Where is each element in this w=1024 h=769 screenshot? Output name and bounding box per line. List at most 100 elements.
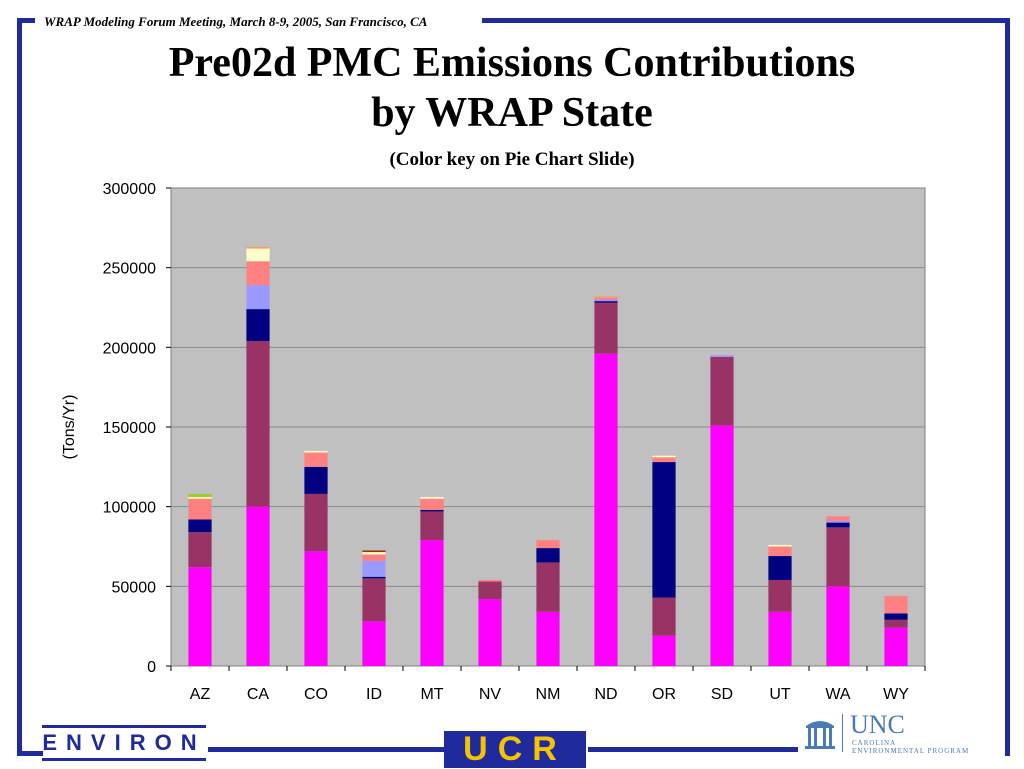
bar-segment-nd-1 xyxy=(594,302,618,354)
bar-segment-nv-4 xyxy=(478,579,502,582)
bar-segment-nm-0 xyxy=(536,611,560,666)
bar-segment-ca-0 xyxy=(246,506,270,666)
bar-segment-id-4 xyxy=(362,554,386,561)
bar-segment-ca-4 xyxy=(246,261,270,286)
y-tick-label: 50000 xyxy=(112,579,157,596)
bar-segment-az-5 xyxy=(188,497,212,499)
bar-segment-nd-0 xyxy=(594,353,618,666)
bar-segment-az-0 xyxy=(188,567,212,666)
unc-divider xyxy=(842,714,843,752)
x-tick-label-ca: CA xyxy=(247,686,270,703)
bar-segment-nm-2 xyxy=(536,548,560,563)
frame-bottom-mid xyxy=(208,747,444,752)
bar-stacks xyxy=(188,246,908,666)
bar-segment-id-5 xyxy=(362,552,386,555)
ucr-logo-text: UCR xyxy=(463,730,567,768)
bar-segment-nm-4 xyxy=(536,540,560,549)
x-tick-label-az: AZ xyxy=(190,686,211,703)
x-tick-label-ut: UT xyxy=(769,686,791,703)
bar-segment-nd-4 xyxy=(594,297,618,300)
bar-segment-co-0 xyxy=(304,551,328,666)
environ-logo: ENVIRON xyxy=(42,725,206,761)
y-tick-label: 200000 xyxy=(103,340,156,357)
bar-segment-wy-4 xyxy=(884,595,908,614)
bar-segment-ca-1 xyxy=(246,340,270,507)
x-tick-label-nv: NV xyxy=(479,686,502,703)
frame-bottom-right xyxy=(588,747,798,752)
bar-segment-nv-0 xyxy=(478,599,502,666)
y-tick-label: 150000 xyxy=(103,420,156,437)
bar-segment-or-4 xyxy=(652,457,676,463)
bar-segment-id-0 xyxy=(362,621,386,666)
bar-segment-wa-0 xyxy=(826,586,850,666)
y-axis-ticks: 0 50000 100000 150000 200000 250000 300000 xyxy=(103,181,171,676)
bar-segment-mt-2 xyxy=(420,509,444,512)
bar-segment-ut-4 xyxy=(768,546,792,557)
x-axis-ticks: AZ CA CO ID MT NV NM ND OR SD UT WA WY xyxy=(170,666,926,703)
title-line-2: by WRAP State xyxy=(371,90,653,136)
bar-segment-wa-1 xyxy=(826,527,850,587)
bar-segment-wa-3 xyxy=(826,521,850,523)
y-tick-label: 0 xyxy=(147,659,156,676)
bar-segment-sd-0 xyxy=(710,425,734,666)
frame-top-right xyxy=(482,18,1010,23)
bar-segment-co-4 xyxy=(304,452,328,467)
bar-segment-nm-1 xyxy=(536,562,560,612)
bar-segment-ut-0 xyxy=(768,611,792,666)
frame-right xyxy=(1005,18,1010,756)
bar-segment-az-4 xyxy=(188,498,212,520)
x-tick-label-co: CO xyxy=(304,686,328,703)
bar-segment-wy-1 xyxy=(884,619,908,628)
unc-logo-sub2: ENVIRONMENTAL PROGRAM xyxy=(852,747,970,755)
frame-bottom-left xyxy=(17,751,43,756)
bar-segment-co-1 xyxy=(304,493,328,552)
x-tick-label-sd: SD xyxy=(711,686,733,703)
y-tick-label: 300000 xyxy=(103,181,156,198)
bar-segment-ca-3 xyxy=(246,285,270,310)
x-tick-label-id: ID xyxy=(366,686,382,703)
old-well-icon xyxy=(805,721,835,749)
bar-segment-ca-5 xyxy=(246,248,270,262)
bar-segment-ut-1 xyxy=(768,579,792,612)
bar-segment-or-0 xyxy=(652,635,676,666)
unc-logo: UNC CAROLINA ENVIRONMENTAL PROGRAM xyxy=(800,710,1005,757)
slide-subtitle: (Color key on Pie Chart Slide) xyxy=(389,149,635,170)
bar-segment-ca-2 xyxy=(246,309,270,341)
bar-segment-nd-3 xyxy=(594,299,618,302)
bar-segment-mt-1 xyxy=(420,511,444,541)
unc-logo-text: UNC xyxy=(850,710,905,739)
bar-segment-ut-2 xyxy=(768,556,792,580)
frame-left xyxy=(17,18,22,756)
slide-header: WRAP Modeling Forum Meeting, March 8-9, … xyxy=(40,14,432,30)
bar-segment-ut-5 xyxy=(768,544,792,547)
bar-segment-co-2 xyxy=(304,466,328,494)
y-tick-label: 250000 xyxy=(103,261,156,278)
x-tick-label-wa: WA xyxy=(825,686,851,703)
x-tick-label-wy: WY xyxy=(883,686,909,703)
environ-logo-text: ENVIRON xyxy=(42,730,206,755)
bar-segment-wy-0 xyxy=(884,627,908,666)
y-axis-title: (Tons/Yr) xyxy=(61,395,78,460)
title-line-1: Pre02d PMC Emissions Contributions xyxy=(168,40,856,86)
ucr-logo: UCR xyxy=(444,730,586,768)
bar-segment-nv-1 xyxy=(478,581,502,600)
bar-segment-or-2 xyxy=(652,462,676,598)
frame-top-left xyxy=(17,18,35,23)
bar-segment-mt-5 xyxy=(420,497,444,499)
bar-segment-wa-2 xyxy=(826,522,850,528)
bar-segment-az-1 xyxy=(188,532,212,568)
bar-segment-id-2 xyxy=(362,576,386,579)
slide-title: Pre02d PMC Emissions Contributions by WR… xyxy=(0,38,1024,138)
bar-segment-mt-4 xyxy=(420,498,444,510)
x-tick-label-nd: ND xyxy=(594,686,617,703)
bar-segment-sd-3 xyxy=(710,355,734,357)
y-tick-label: 100000 xyxy=(103,500,156,517)
bar-segment-az-2 xyxy=(188,519,212,533)
bar-segment-wa-4 xyxy=(826,516,850,522)
bar-segment-az-8 xyxy=(188,493,212,498)
bar-segment-sd-1 xyxy=(710,356,734,426)
bar-segment-id-3 xyxy=(362,560,386,577)
bar-segment-or-5 xyxy=(652,455,676,458)
bar-segment-wy-2 xyxy=(884,613,908,620)
